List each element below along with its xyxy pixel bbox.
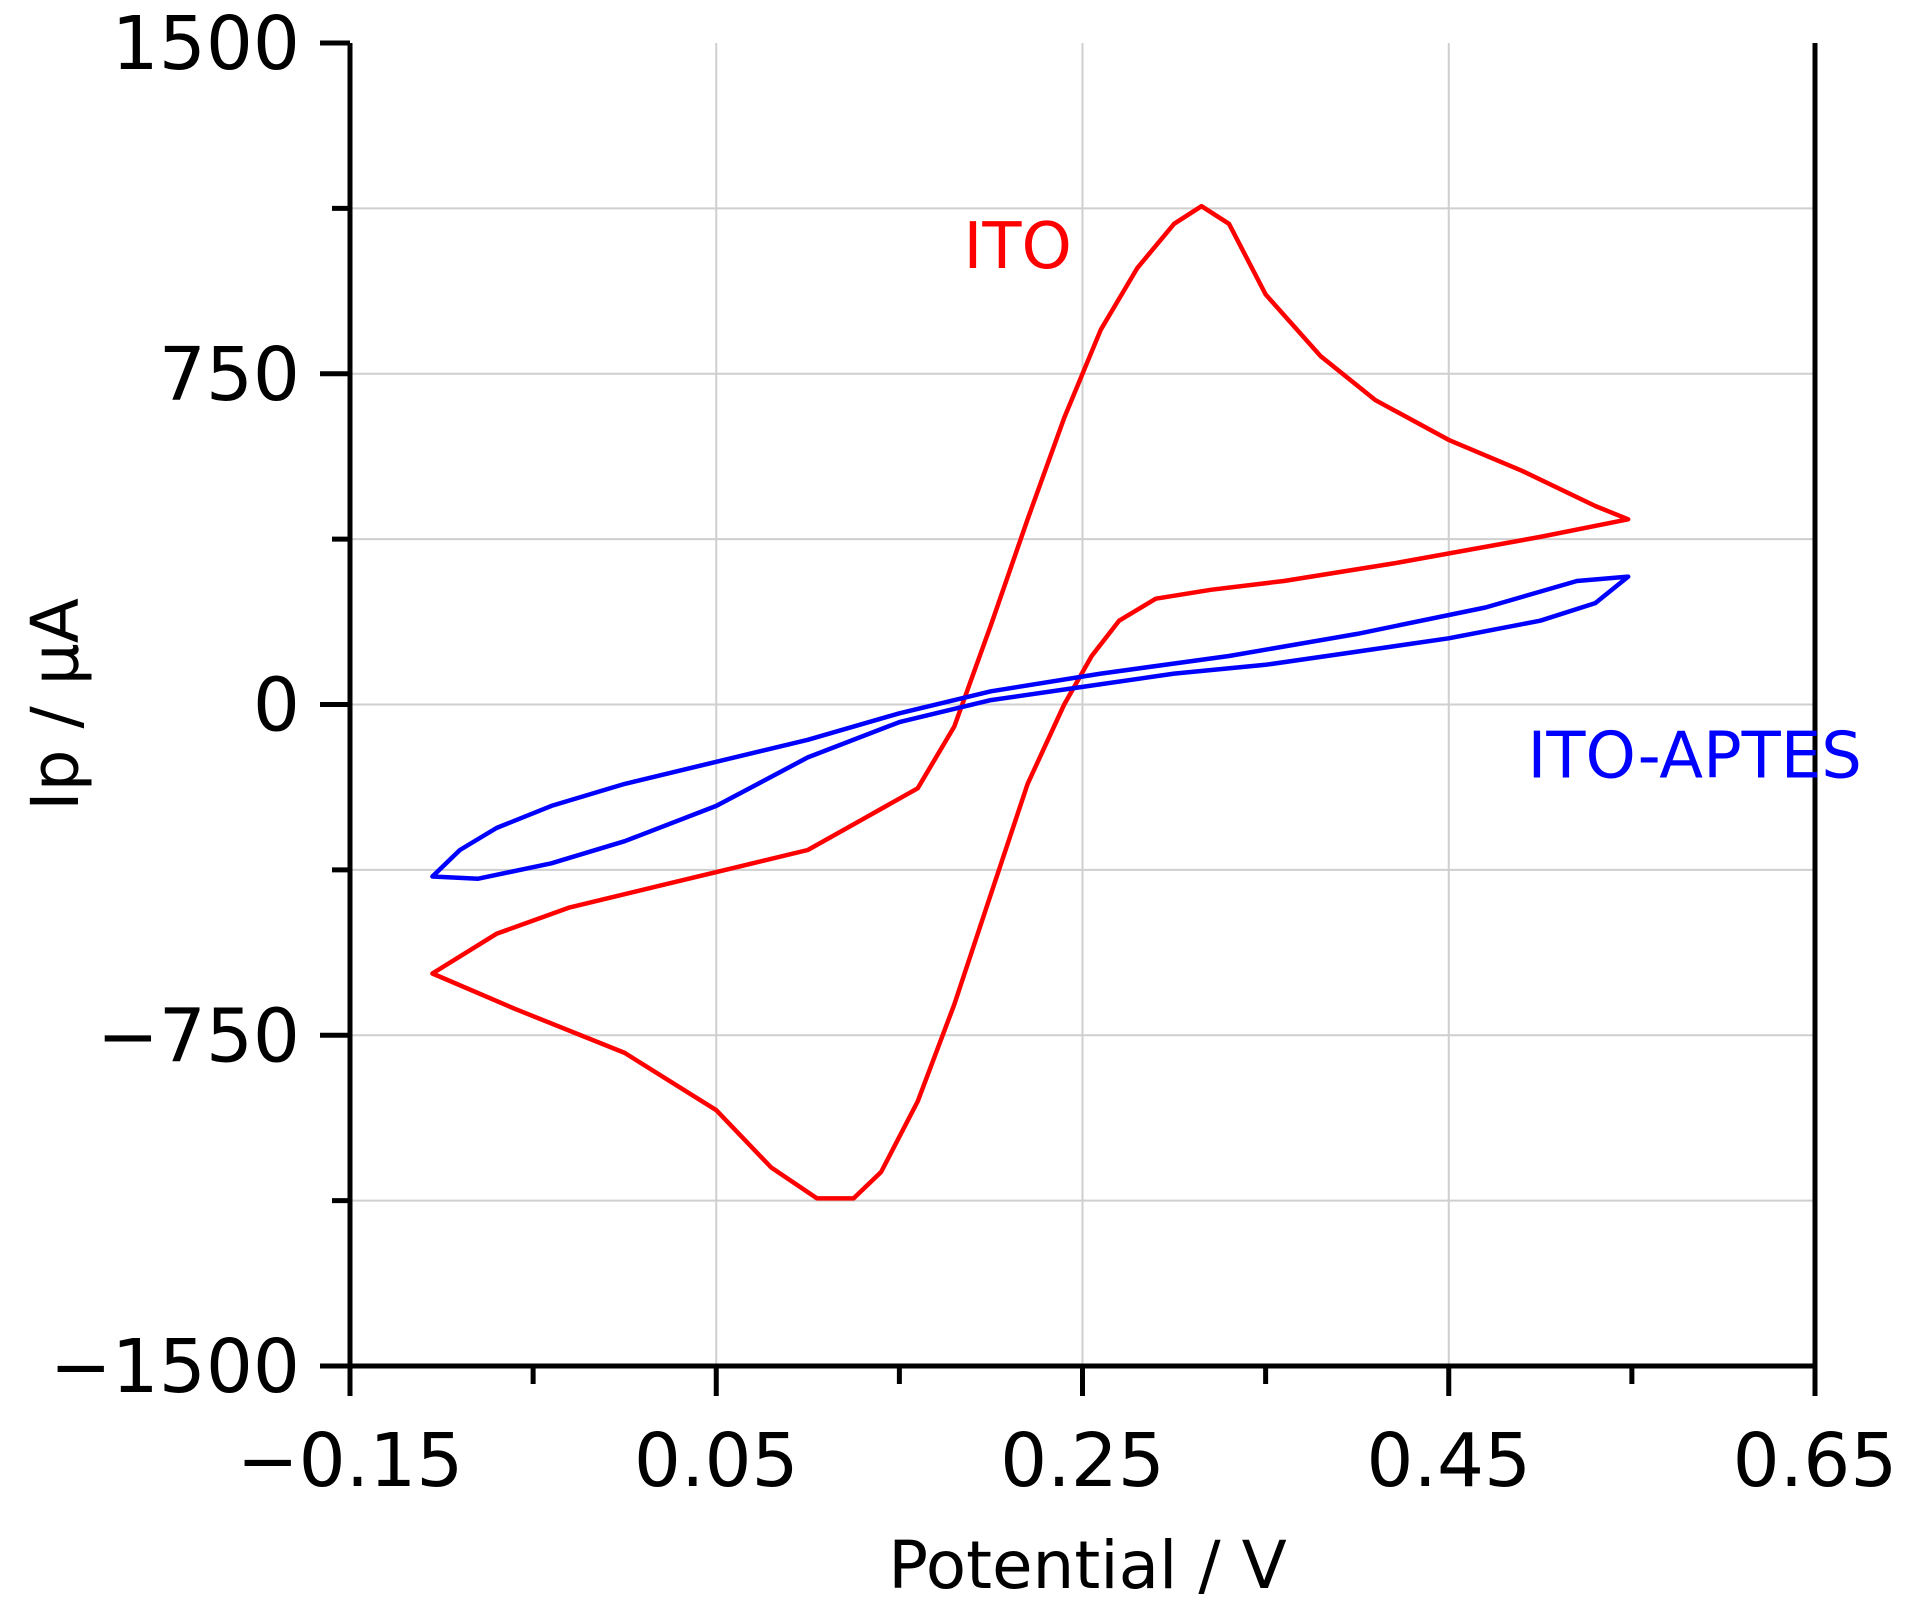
x-tick-label-2: 0.25 [1000,1418,1165,1504]
x-tick-label-4: 0.65 [1733,1418,1898,1504]
x-tick-label-0: −0.15 [237,1418,464,1504]
x-tick-label-1: 0.05 [634,1418,799,1504]
series-line-ito-aptes [430,574,1631,881]
series-label-ito: ITO [963,210,1071,284]
y-axis-title: Ip / µA [17,598,94,811]
series-line-ito [430,203,1631,1201]
y-tick-label-4: −1500 [50,1324,300,1410]
y-tick-label-2: 0 [253,663,300,749]
labels: ITO ITO-APTES −0.15 0.05 0.25 0.45 0.65 1500 750… [17,1,1897,1604]
grid [350,43,1815,1366]
y-tick-label-1: 750 [159,332,300,418]
axes [320,40,1818,1396]
plot-series [430,203,1631,1201]
y-tick-label-0: 1500 [112,1,300,87]
x-axis-title: Potential / V [888,1527,1286,1604]
y-tick-label-3: −750 [97,993,300,1079]
x-tick-label-3: 0.45 [1366,1418,1531,1504]
series-label-ito-aptes: ITO-APTES [1527,719,1861,793]
